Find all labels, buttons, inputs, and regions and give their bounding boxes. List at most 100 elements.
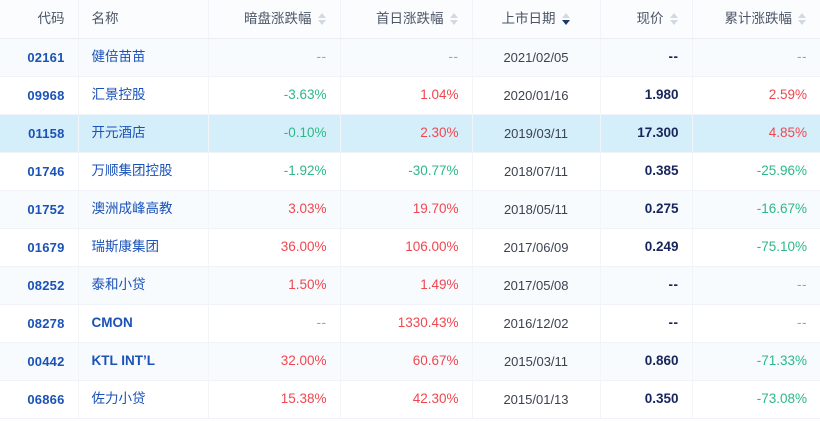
- column-header-inner: 首日涨跌幅: [354, 0, 459, 38]
- table-row[interactable]: 01158 开元酒店 -0.10% 2.30% 2019/03/11 17.300 4.85…: [0, 114, 820, 153]
- cell-name[interactable]: 佐力小贷: [78, 380, 209, 419]
- table-header-row: 代码 名称 暗盘涨跌幅 首日涨跌幅 上市日期 现价 累计涨跌幅: [0, 0, 820, 39]
- cell-dark-change: -3.63%: [208, 76, 341, 115]
- cell-name[interactable]: 澳洲成峰高教: [78, 190, 209, 229]
- caret-down-icon[interactable]: [317, 19, 326, 25]
- cell-first-day-change: 19.70%: [340, 190, 473, 229]
- cell-code[interactable]: 01679: [0, 228, 79, 267]
- table-row[interactable]: 08252 泰和小贷 1.50% 1.49% 2017/05/08 -- --: [0, 266, 820, 305]
- column-header-label: 现价: [636, 11, 664, 26]
- table-row[interactable]: 08278 CMON -- 1330.43% 2016/12/02 -- --: [0, 304, 820, 343]
- column-header-inner: 上市日期: [486, 0, 587, 38]
- cell-code[interactable]: 01746: [0, 152, 79, 191]
- sort-toggle-first_chg-icon[interactable]: [449, 12, 459, 25]
- cell-name[interactable]: 万顺集团控股: [78, 152, 209, 191]
- cell-code[interactable]: 02161: [0, 38, 79, 77]
- column-header-dark_chg[interactable]: 暗盘涨跌幅: [208, 0, 341, 39]
- cell-dark-change: 36.00%: [208, 228, 341, 267]
- table-header: 代码 名称 暗盘涨跌幅 首日涨跌幅 上市日期 现价 累计涨跌幅: [0, 0, 820, 39]
- table-row[interactable]: 09968 汇景控股 -3.63% 1.04% 2020/01/16 1.980 2.59%: [0, 76, 820, 115]
- column-header-inner: 名称: [92, 0, 195, 38]
- cell-code[interactable]: 08278: [0, 304, 79, 343]
- cell-listing-date: 2015/01/13: [472, 380, 601, 419]
- cell-code[interactable]: 01752: [0, 190, 79, 229]
- caret-down-icon[interactable]: [798, 19, 806, 25]
- column-header-name: 名称: [78, 0, 209, 39]
- cell-name[interactable]: 健倍苗苗: [78, 38, 209, 77]
- cell-current-price: 17.300: [600, 114, 693, 153]
- cell-code[interactable]: 00442: [0, 342, 79, 381]
- cell-total-change: -73.08%: [692, 380, 820, 419]
- cell-first-day-change: 1.04%: [340, 76, 473, 115]
- column-header-label: 代码: [37, 11, 65, 26]
- cell-name[interactable]: 瑞斯康集团: [78, 228, 209, 267]
- sort-toggle-total_chg-icon[interactable]: [797, 12, 807, 25]
- cell-code[interactable]: 09968: [0, 76, 79, 115]
- cell-name[interactable]: 汇景控股: [78, 76, 209, 115]
- column-header-label: 上市日期: [501, 11, 556, 26]
- cell-total-change: 4.85%: [692, 114, 820, 153]
- sort-toggle-dark_chg-icon[interactable]: [317, 12, 327, 25]
- cell-name[interactable]: KTL INT’L: [78, 342, 209, 381]
- column-header-list_date[interactable]: 上市日期: [472, 0, 601, 39]
- cell-total-change: -16.67%: [692, 190, 820, 229]
- cell-listing-date: 2017/05/08: [472, 266, 601, 305]
- cell-current-price: 1.980: [600, 76, 693, 115]
- caret-up-icon[interactable]: [669, 12, 678, 18]
- table-row[interactable]: 02161 健倍苗苗 -- -- 2021/02/05 -- --: [0, 38, 820, 77]
- cell-current-price: 0.275: [600, 190, 693, 229]
- cell-current-price: --: [600, 266, 693, 305]
- cell-first-day-change: 42.30%: [340, 380, 473, 419]
- sort-toggle-list_date-icon[interactable]: [561, 12, 571, 25]
- table-row[interactable]: 06866 佐力小贷 15.38% 42.30% 2015/01/13 0.350 -73.…: [0, 380, 820, 419]
- column-header-total_chg[interactable]: 累计涨跌幅: [692, 0, 820, 39]
- cell-dark-change: 32.00%: [208, 342, 341, 381]
- cell-dark-change: --: [208, 304, 341, 343]
- cell-code[interactable]: 06866: [0, 380, 79, 419]
- column-header-inner: 累计涨跌幅: [706, 0, 808, 38]
- cell-total-change: --: [692, 266, 820, 305]
- column-header-inner: 代码: [13, 0, 65, 38]
- table-row[interactable]: 01679 瑞斯康集团 36.00% 106.00% 2017/06/09 0.249 -7…: [0, 228, 820, 267]
- caret-up-icon[interactable]: [317, 12, 326, 18]
- cell-listing-date: 2020/01/16: [472, 76, 601, 115]
- cell-dark-change: 1.50%: [208, 266, 341, 305]
- caret-up-icon[interactable]: [449, 12, 458, 18]
- column-header-label: 暗盘涨跌幅: [244, 11, 312, 26]
- caret-down-icon[interactable]: [449, 19, 458, 25]
- cell-current-price: 0.860: [600, 342, 693, 381]
- caret-down-icon[interactable]: [561, 19, 570, 25]
- cell-first-day-change: 1.49%: [340, 266, 473, 305]
- column-header-first_chg[interactable]: 首日涨跌幅: [340, 0, 473, 39]
- cell-name[interactable]: CMON: [78, 304, 209, 343]
- cell-current-price: 0.350: [600, 380, 693, 419]
- column-header-price[interactable]: 现价: [600, 0, 693, 39]
- cell-current-price: --: [600, 38, 693, 77]
- cell-total-change: -75.10%: [692, 228, 820, 267]
- cell-code[interactable]: 01158: [0, 114, 79, 153]
- cell-total-change: -25.96%: [692, 152, 820, 191]
- cell-first-day-change: 60.67%: [340, 342, 473, 381]
- sort-toggle-price-icon[interactable]: [669, 12, 679, 25]
- cell-name[interactable]: 泰和小贷: [78, 266, 209, 305]
- column-header-label: 累计涨跌幅: [724, 11, 793, 26]
- caret-up-icon[interactable]: [798, 12, 806, 18]
- cell-listing-date: 2015/03/11: [472, 342, 601, 381]
- cell-code[interactable]: 08252: [0, 266, 79, 305]
- column-header-code: 代码: [0, 0, 79, 39]
- cell-dark-change: 15.38%: [208, 380, 341, 419]
- caret-down-icon[interactable]: [669, 19, 678, 25]
- cell-dark-change: -1.92%: [208, 152, 341, 191]
- cell-listing-date: 2021/02/05: [472, 38, 601, 77]
- table-row[interactable]: 00442 KTL INT’L 32.00% 60.67% 2015/03/11 0.86…: [0, 342, 820, 381]
- cell-name[interactable]: 开元酒店: [78, 114, 209, 153]
- caret-up-icon[interactable]: [561, 12, 570, 18]
- cell-current-price: 0.385: [600, 152, 693, 191]
- table-row[interactable]: 01746 万顺集团控股 -1.92% -30.77% 2018/07/11 0.385-…: [0, 152, 820, 191]
- table-row[interactable]: 01752 澳洲成峰高教 3.03% 19.70% 2018/05/11 0.275 -16…: [0, 190, 820, 229]
- cell-listing-date: 2018/05/11: [472, 190, 601, 229]
- cell-current-price: 0.249: [600, 228, 693, 267]
- cell-listing-date: 2019/03/11: [472, 114, 601, 153]
